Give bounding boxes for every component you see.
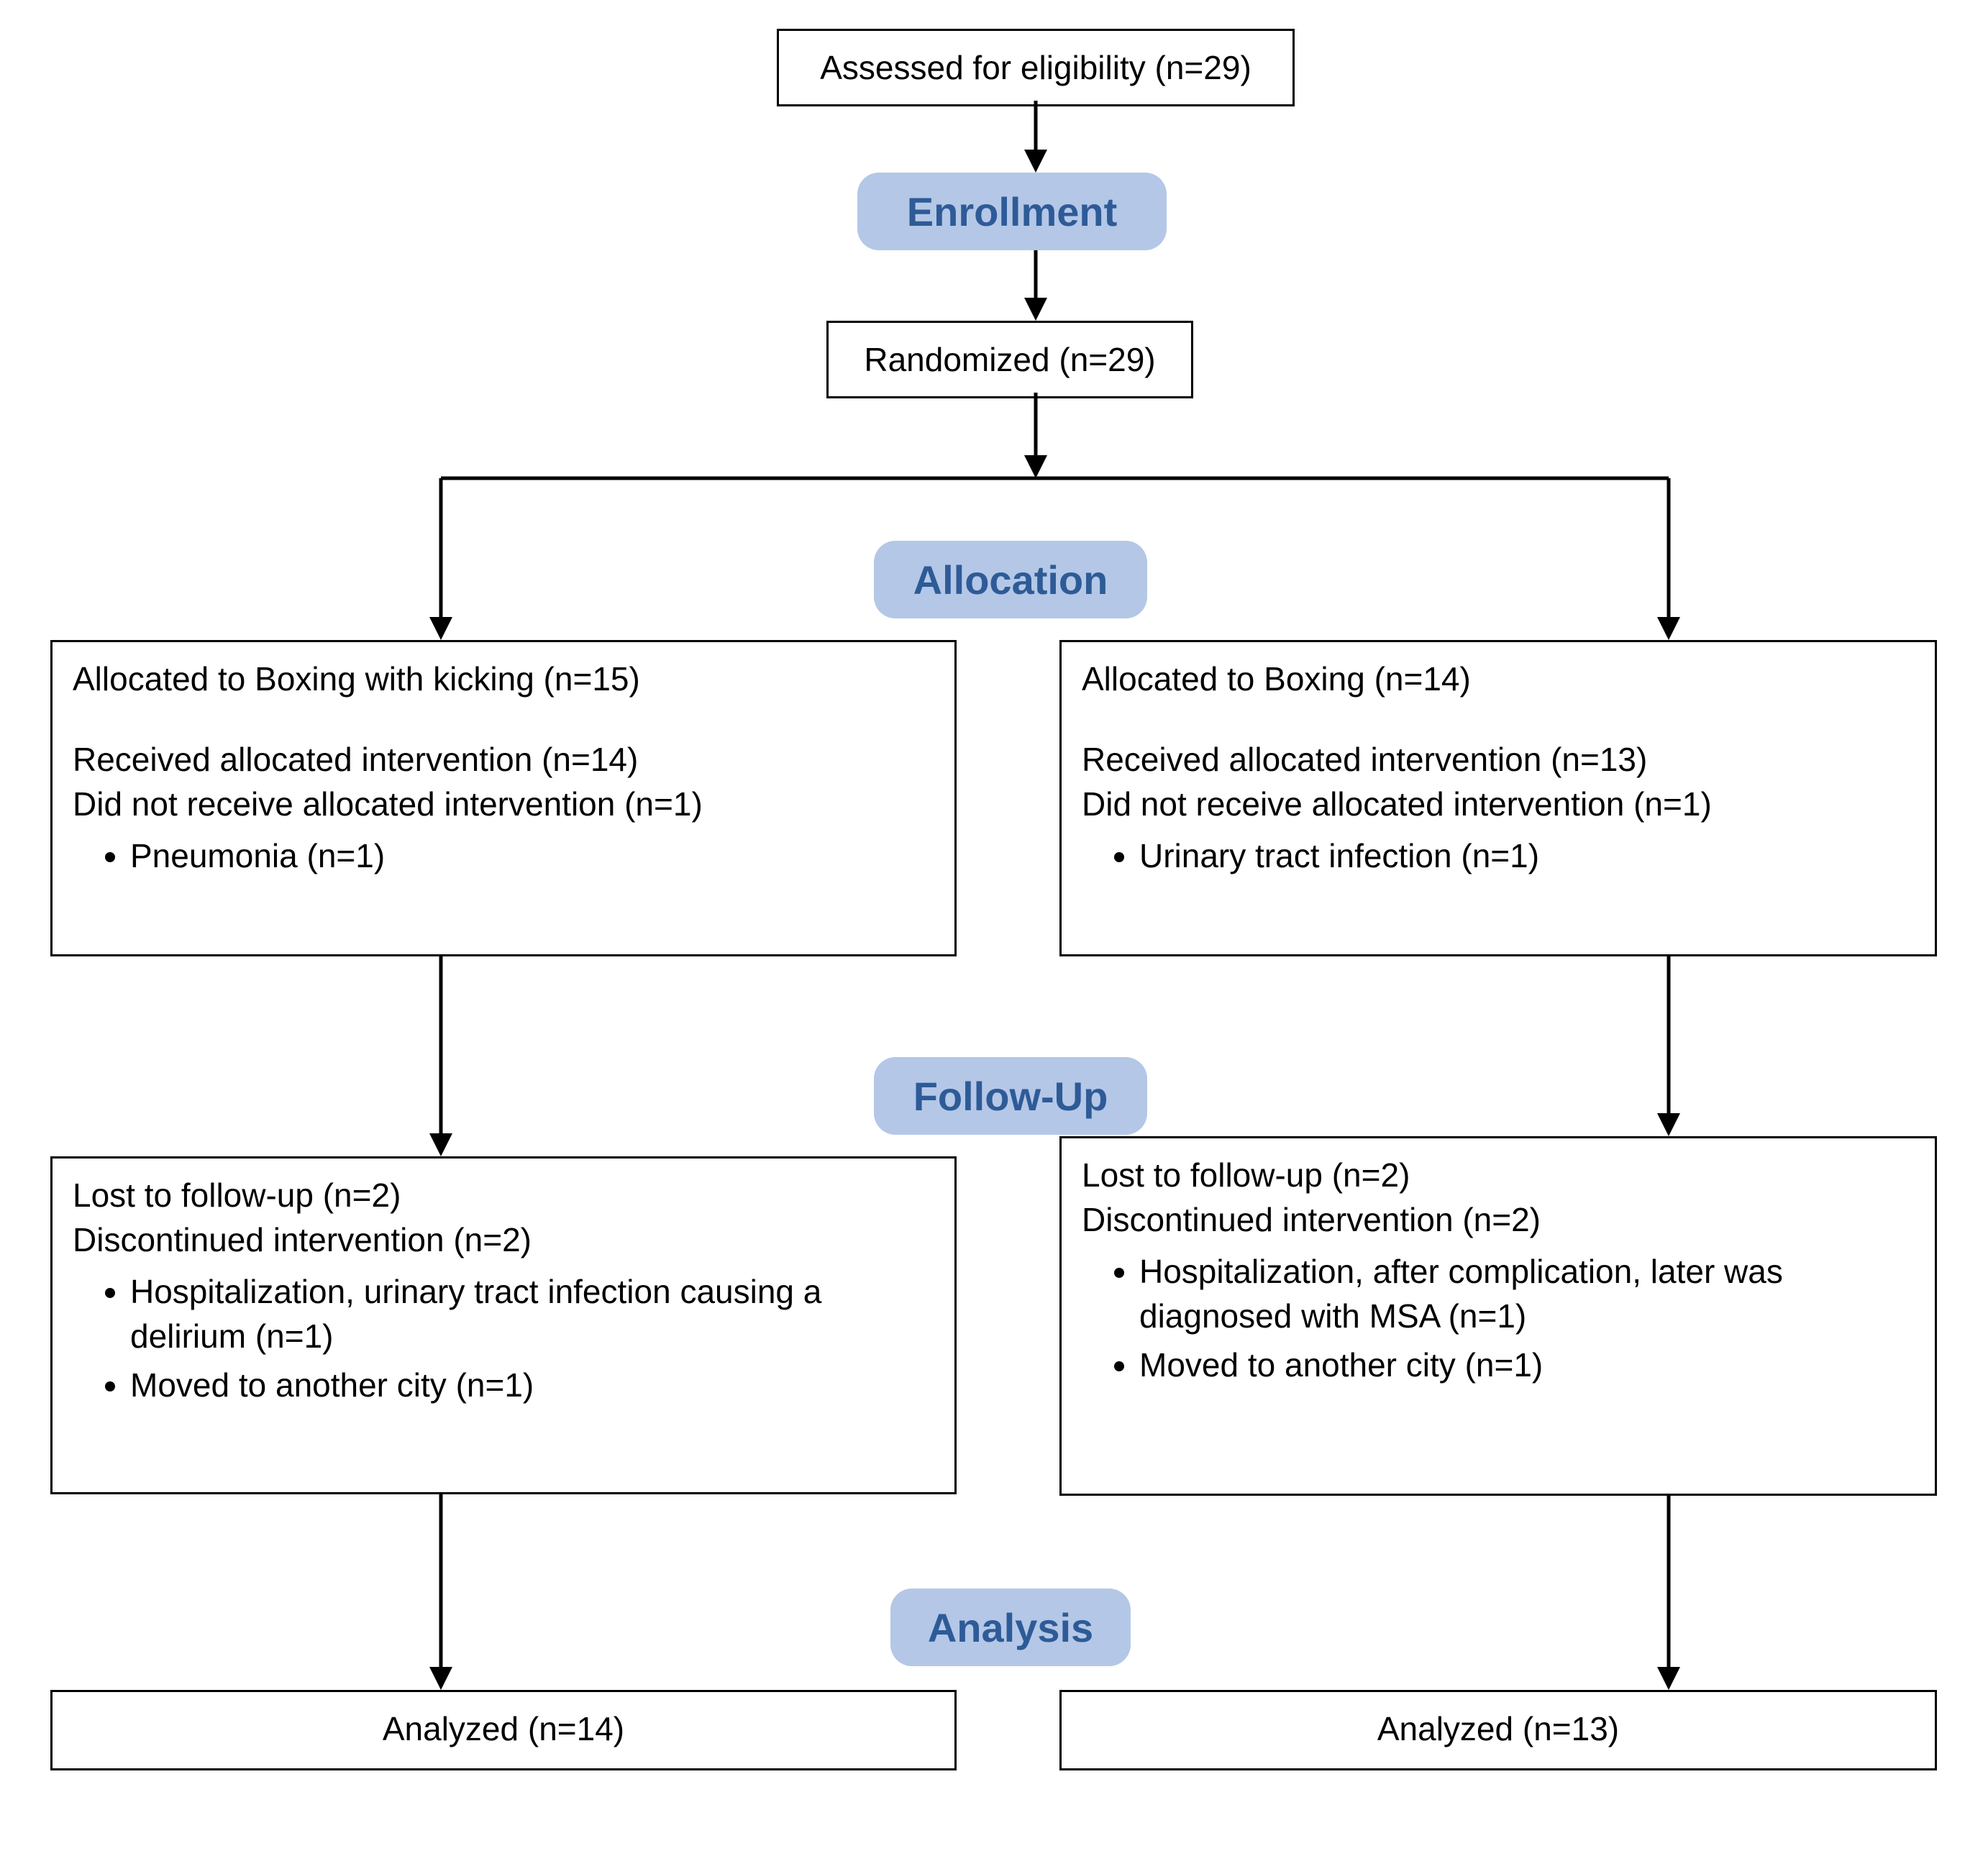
alloc-right-bullets: Urinary tract infection (n=1) bbox=[1082, 833, 1915, 878]
alloc-left-notreceived: Did not receive allocated intervention (… bbox=[73, 782, 934, 826]
analysis-right-text: Analyzed (n=13) bbox=[1082, 1706, 1915, 1751]
analysis-left-box: Analyzed (n=14) bbox=[50, 1690, 957, 1770]
alloc-right-notreceived: Did not receive allocated intervention (… bbox=[1082, 782, 1915, 826]
allocation-right-box: Allocated to Boxing (n=14) Received allo… bbox=[1059, 640, 1937, 956]
alloc-right-title: Allocated to Boxing (n=14) bbox=[1082, 657, 1915, 701]
fu-left-bullets: Hospitalization, urinary tract infection… bbox=[73, 1269, 934, 1407]
fu-left-bullet: Moved to another city (n=1) bbox=[130, 1363, 934, 1407]
fu-right-bullet: Hospitalization, after complication, lat… bbox=[1139, 1249, 1915, 1338]
assessed-text: Assessed for eligibility (n=29) bbox=[799, 45, 1272, 90]
phase-enrollment: Enrollment bbox=[857, 173, 1167, 250]
fu-left-disc: Discontinued intervention (n=2) bbox=[73, 1217, 934, 1262]
fu-right-lost: Lost to follow-up (n=2) bbox=[1082, 1153, 1915, 1197]
phase-allocation: Allocation bbox=[874, 541, 1147, 618]
fu-left-bullet: Hospitalization, urinary tract infection… bbox=[130, 1269, 934, 1358]
alloc-left-bullet: Pneumonia (n=1) bbox=[130, 833, 934, 878]
fu-left-lost: Lost to follow-up (n=2) bbox=[73, 1173, 934, 1217]
assessed-box: Assessed for eligibility (n=29) bbox=[777, 29, 1295, 106]
followup-left-box: Lost to follow-up (n=2) Discontinued int… bbox=[50, 1156, 957, 1494]
phase-analysis: Analysis bbox=[890, 1589, 1131, 1666]
allocation-left-box: Allocated to Boxing with kicking (n=15) … bbox=[50, 640, 957, 956]
randomized-box: Randomized (n=29) bbox=[826, 321, 1193, 398]
alloc-left-bullets: Pneumonia (n=1) bbox=[73, 833, 934, 878]
analysis-right-box: Analyzed (n=13) bbox=[1059, 1690, 1937, 1770]
alloc-right-received: Received allocated intervention (n=13) bbox=[1082, 737, 1915, 782]
fu-right-bullet: Moved to another city (n=1) bbox=[1139, 1343, 1915, 1387]
alloc-left-received: Received allocated intervention (n=14) bbox=[73, 737, 934, 782]
alloc-left-title: Allocated to Boxing with kicking (n=15) bbox=[73, 657, 934, 701]
fu-right-disc: Discontinued intervention (n=2) bbox=[1082, 1197, 1915, 1242]
fu-right-bullets: Hospitalization, after complication, lat… bbox=[1082, 1249, 1915, 1387]
randomized-text: Randomized (n=29) bbox=[849, 337, 1171, 382]
followup-right-box: Lost to follow-up (n=2) Discontinued int… bbox=[1059, 1136, 1937, 1496]
phase-followup: Follow-Up bbox=[874, 1057, 1147, 1135]
alloc-right-bullet: Urinary tract infection (n=1) bbox=[1139, 833, 1915, 878]
analysis-left-text: Analyzed (n=14) bbox=[73, 1706, 934, 1751]
